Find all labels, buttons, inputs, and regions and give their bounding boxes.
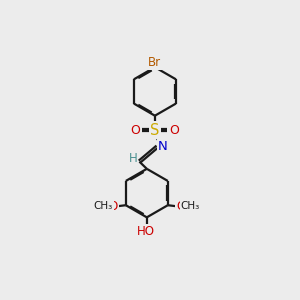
Text: S: S	[150, 122, 160, 137]
Text: O: O	[109, 200, 118, 213]
Text: CH₃: CH₃	[94, 201, 113, 212]
Text: H: H	[129, 152, 137, 165]
Text: O: O	[130, 124, 140, 136]
Text: Br: Br	[148, 56, 161, 69]
Text: N: N	[158, 140, 167, 153]
Text: O: O	[176, 200, 185, 213]
Text: CH₃: CH₃	[181, 201, 200, 212]
Text: O: O	[169, 124, 179, 136]
Text: HO: HO	[137, 225, 155, 238]
